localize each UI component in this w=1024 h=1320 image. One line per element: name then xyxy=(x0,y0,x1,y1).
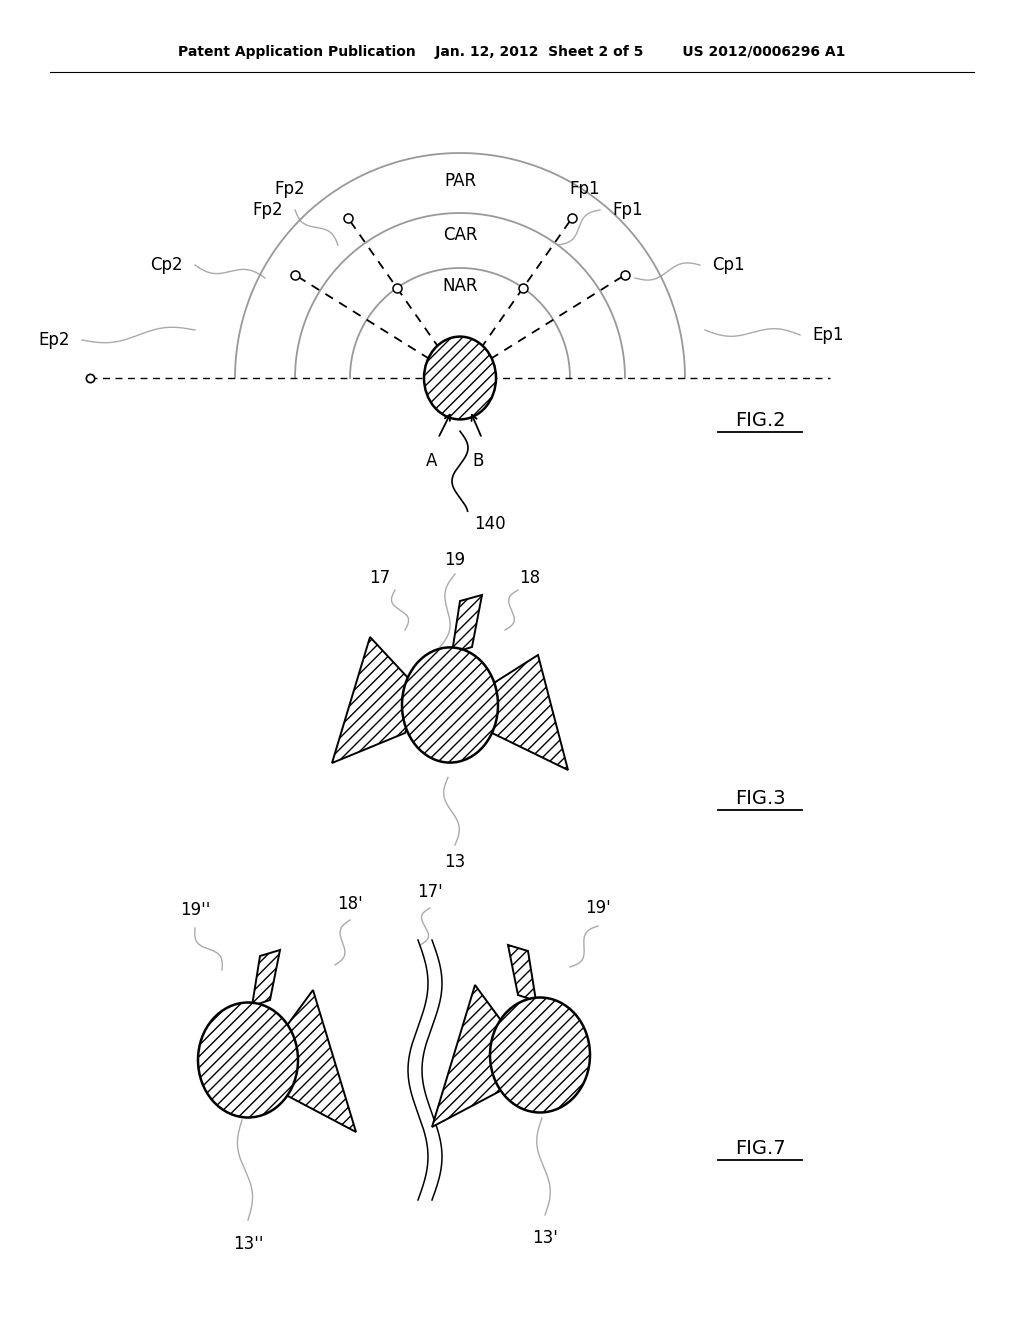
Polygon shape xyxy=(508,945,536,1001)
Text: PAR: PAR xyxy=(444,172,476,190)
Text: FIG.2: FIG.2 xyxy=(734,411,785,429)
Text: 13'': 13'' xyxy=(232,1236,263,1253)
Text: NAR: NAR xyxy=(442,277,478,294)
Text: 13: 13 xyxy=(444,853,466,871)
Text: FIG.3: FIG.3 xyxy=(734,788,785,808)
Text: FIG.7: FIG.7 xyxy=(734,1138,785,1158)
Polygon shape xyxy=(332,638,422,763)
Text: 13': 13' xyxy=(532,1229,558,1247)
Text: 140: 140 xyxy=(474,515,506,533)
Text: 19': 19' xyxy=(585,899,611,917)
Text: Fp2: Fp2 xyxy=(252,201,283,219)
Ellipse shape xyxy=(402,647,498,763)
Text: Fp1: Fp1 xyxy=(612,201,643,219)
Text: Ep1: Ep1 xyxy=(812,326,844,345)
Text: 18: 18 xyxy=(519,569,541,587)
Text: Cp1: Cp1 xyxy=(712,256,744,275)
Ellipse shape xyxy=(490,998,590,1113)
Text: Fp2: Fp2 xyxy=(274,180,305,198)
Text: B: B xyxy=(472,451,483,470)
Text: Cp2: Cp2 xyxy=(151,256,183,275)
Text: Ep2: Ep2 xyxy=(39,331,70,348)
Text: A: A xyxy=(426,451,437,470)
Text: 19: 19 xyxy=(444,550,466,569)
Polygon shape xyxy=(252,950,280,1006)
Polygon shape xyxy=(280,990,356,1133)
Ellipse shape xyxy=(198,1002,298,1118)
Polygon shape xyxy=(452,595,482,653)
Polygon shape xyxy=(478,655,568,770)
Text: CAR: CAR xyxy=(442,226,477,244)
Text: Fp1: Fp1 xyxy=(569,180,600,198)
Ellipse shape xyxy=(424,337,496,420)
Text: 17': 17' xyxy=(417,883,442,902)
Text: Patent Application Publication    Jan. 12, 2012  Sheet 2 of 5        US 2012/000: Patent Application Publication Jan. 12, … xyxy=(178,45,846,59)
Text: 18': 18' xyxy=(337,895,362,913)
Text: 17: 17 xyxy=(370,569,390,587)
Polygon shape xyxy=(432,985,508,1127)
Text: 19'': 19'' xyxy=(180,902,210,919)
